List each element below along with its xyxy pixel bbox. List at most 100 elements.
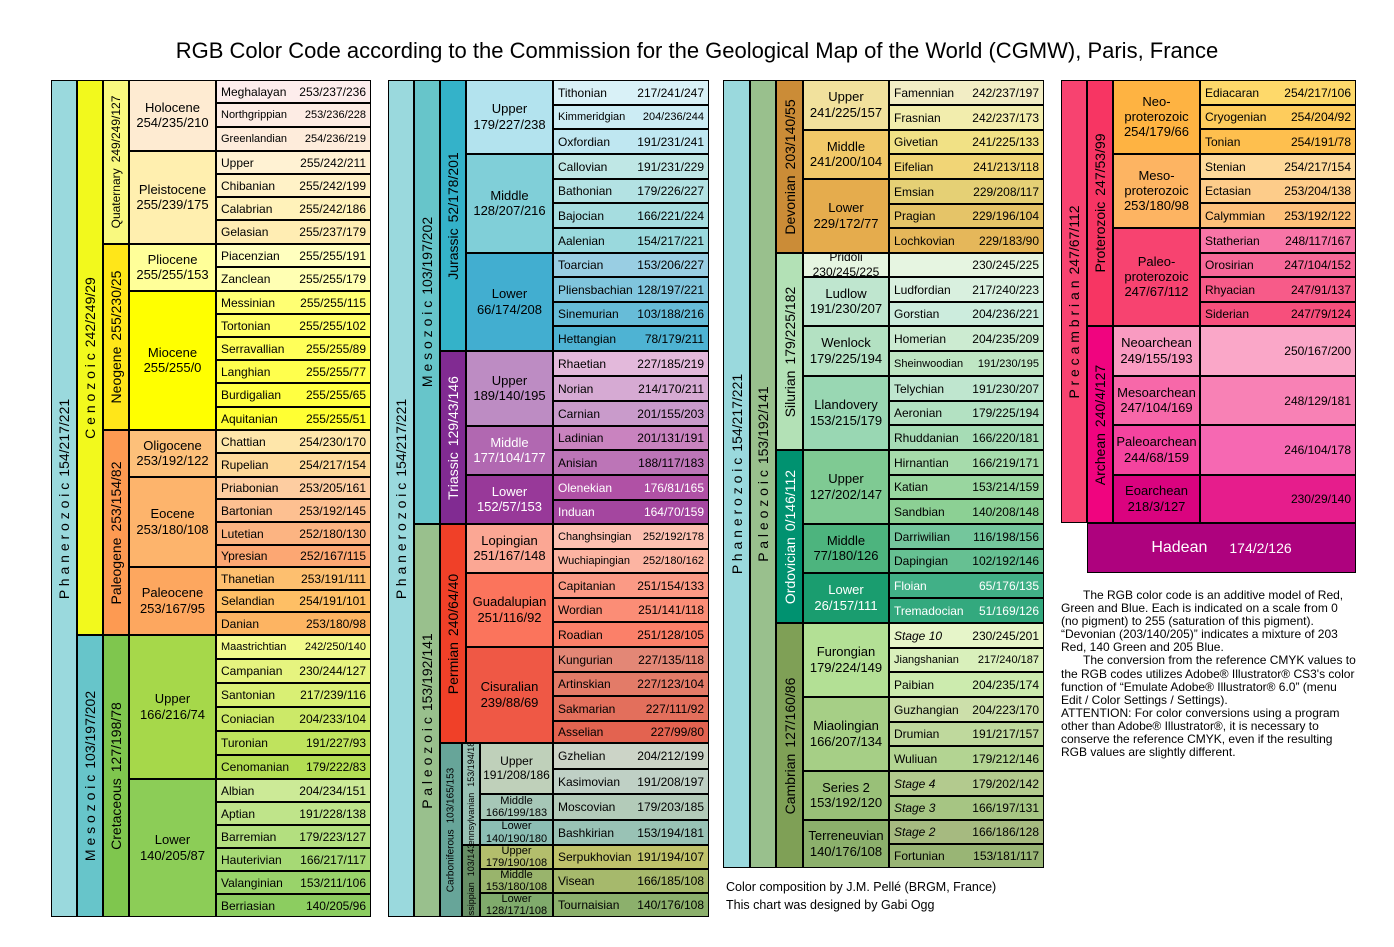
unit-llandovery-122: Llandovery 153/215/179 bbox=[803, 376, 889, 450]
unit-name: Upper bbox=[501, 845, 532, 857]
unit-terreneuvian-129: Terreneuvian 140/176/108 bbox=[803, 820, 889, 868]
unit-ypresian-36: Ypresian 252/167/115 bbox=[216, 545, 371, 567]
rgb-value: 140/205/96 bbox=[305, 898, 366, 913]
unit-middle-124: Middle 77/180/126 bbox=[803, 524, 889, 573]
unit-mesoarchean-169: Mesoarchean 247/104/169 bbox=[1113, 376, 1200, 425]
rgb-value: 51/169/126 bbox=[978, 603, 1039, 618]
unit-name: Paleocene bbox=[141, 585, 204, 601]
unit-name: Upper bbox=[500, 753, 533, 768]
rgb-value: 153/181/117 bbox=[973, 849, 1039, 863]
rgb-value: 153/194/181 bbox=[466, 743, 476, 787]
rgb-value: 247/67/112 bbox=[1124, 283, 1189, 299]
rgb-value: 249/249/127 bbox=[109, 95, 123, 163]
unit-name: P h a n e r o z o i c bbox=[393, 482, 409, 599]
unit-ectasian-176: Ectasian 253/204/138 bbox=[1200, 179, 1356, 203]
unit-name: C e n o z o i c bbox=[82, 352, 98, 439]
unit-aquitanian-30: Aquitanian 255/255/51 bbox=[216, 407, 371, 430]
unit-name: Gelasian bbox=[221, 225, 269, 239]
unit-lochkovian-136: Lochkovian 229/183/90 bbox=[889, 228, 1044, 253]
unit-name: Danian bbox=[221, 616, 260, 631]
unit-rhaetian-87: Rhaetian 227/185/219 bbox=[553, 351, 709, 376]
rgb-value: 127/160/86 bbox=[781, 677, 798, 748]
unit-name: Miocene bbox=[147, 344, 198, 360]
unit-frasnian-131: Frasnian 242/237/173 bbox=[889, 105, 1044, 130]
unit-name: Lutetian bbox=[221, 526, 264, 541]
unit-oxfordian-78: Oxfordian 191/231/241 bbox=[553, 129, 709, 154]
unit-name: Zanclean bbox=[221, 272, 271, 286]
rgb-value: 103/197/202 bbox=[82, 690, 98, 769]
rgb-value: 253/191/111 bbox=[301, 571, 366, 586]
unit-name: Stage 4 bbox=[894, 776, 936, 791]
unit-name: Drumian bbox=[894, 727, 940, 741]
unit-name: Middle bbox=[826, 138, 866, 154]
unit-p-a-l-e-o-z-o-i-c-111: P a l e o z o i c 153/192/141 bbox=[750, 80, 776, 868]
rgb-value: 227/123/104 bbox=[637, 677, 704, 691]
rgb-value: 179/225/182 bbox=[781, 286, 798, 365]
unit-katian-146: Katian 153/214/159 bbox=[889, 475, 1044, 499]
unit-name: Campanian bbox=[221, 664, 283, 678]
unit-name: Sheinwoodian bbox=[894, 357, 964, 370]
unit-name: Llandovery bbox=[814, 397, 878, 413]
unit-series-2-128: Series 2 153/192/120 bbox=[803, 771, 889, 820]
rgb-value: 153/215/179 bbox=[809, 412, 883, 428]
unit-name: Rupelian bbox=[221, 458, 269, 472]
rgb-value: 177/104/177 bbox=[473, 450, 546, 466]
rgb-value: 251/141/118 bbox=[638, 603, 704, 617]
rgb-value: 201/155/203 bbox=[637, 406, 704, 421]
rgb-value: 244/68/159 bbox=[1123, 449, 1190, 465]
unit-ladinian-90: Ladinian 201/131/191 bbox=[553, 426, 709, 450]
unit-name: Paleogene bbox=[108, 537, 124, 605]
rgb-value: 251/154/133 bbox=[637, 578, 704, 593]
unit-name: Famennian bbox=[894, 85, 955, 100]
unit-turonian-44: Turonian 191/227/93 bbox=[216, 731, 371, 755]
unit-pleistocene-8: Pleistocene 255/239/175 bbox=[129, 151, 216, 244]
unit-name: Carnian bbox=[558, 406, 601, 421]
unit-name: Devonian bbox=[781, 174, 798, 235]
unit-name: Piacenzian bbox=[221, 248, 280, 263]
unit-name: Paibian bbox=[894, 677, 935, 692]
rgb-value: 241/225/157 bbox=[809, 104, 883, 120]
rgb-value: 242/249/29 bbox=[82, 276, 98, 347]
rgb-value: 253/180/98 bbox=[1123, 197, 1190, 213]
unit-name: Asselian bbox=[558, 725, 604, 739]
unit-name: Terreneuvian bbox=[808, 828, 884, 844]
unit-toarcian-83: Toarcian 153/206/227 bbox=[553, 253, 709, 277]
unit-name: Upper bbox=[154, 691, 191, 707]
rgb-value: 247/67/112 bbox=[1066, 204, 1082, 275]
rgb-value: 66/174/208 bbox=[476, 301, 543, 317]
unit-stage-10-152: Stage 10 230/245/201 bbox=[889, 623, 1044, 648]
unit-name: Norian bbox=[558, 381, 594, 396]
unit-name: Serravallian bbox=[221, 341, 285, 356]
rgb-value: 166/221/224 bbox=[637, 208, 704, 223]
unit-name: Aptian bbox=[221, 806, 256, 821]
rgb-value: 242/237/173 bbox=[972, 110, 1039, 125]
unit-name: P a l e o z o i c bbox=[755, 470, 771, 562]
rgb-value: 191/227/93 bbox=[305, 736, 366, 750]
unit-cenomanian-45: Cenomanian 179/222/83 bbox=[216, 755, 371, 779]
rgb-value: 140/176/108 bbox=[809, 843, 883, 859]
unit-name: Meghalayan bbox=[221, 84, 287, 99]
unit-name: Floian bbox=[894, 578, 927, 593]
rgb-value: 241/200/104 bbox=[809, 154, 883, 170]
unit-name: Kungurian bbox=[558, 652, 613, 667]
unit-valanginian-50: Valanginian 153/211/106 bbox=[216, 871, 371, 894]
unit-guadalupian-68: Guadalupian 251/116/92 bbox=[466, 573, 553, 647]
rgb-value: 251/167/148 bbox=[473, 548, 546, 564]
rgb-value: 253/180/98 bbox=[305, 616, 366, 631]
rgb-value: 166/207/134 bbox=[809, 733, 883, 749]
unit-guzhangian-155: Guzhangian 204/223/170 bbox=[889, 697, 1044, 722]
unit-kimmeridgian-77: Kimmeridgian 204/236/244 bbox=[553, 105, 709, 129]
rgb-value: 241/225/133 bbox=[972, 135, 1039, 149]
unit-hadean-186: Hadean 174/2/126 bbox=[1087, 523, 1356, 573]
unit-cambrian-115: Cambrian 127/160/86 bbox=[776, 623, 803, 868]
color-code-notes: The RGB color code is an additive model … bbox=[1061, 588, 1357, 759]
rgb-value: 166/219/171 bbox=[972, 455, 1039, 470]
unit-neo-proterozoic-165: Neo- proterozoic 254/179/66 bbox=[1113, 80, 1200, 154]
unit-carboniferous-58: Carboniferous 103/165/153 bbox=[440, 743, 462, 917]
unit-p-h-a-n-e-r-o-z-o-i-c-0: P h a n e r o z o i c 154/217/221 bbox=[51, 80, 77, 917]
unit-bajocian-81: Bajocian 166/221/224 bbox=[553, 203, 709, 228]
rgb-value: 103/188/216 bbox=[637, 307, 704, 321]
unit-chattian-31: Chattian 254/230/170 bbox=[216, 430, 371, 453]
rgb-value: 191/208/197 bbox=[637, 774, 704, 789]
unit-rupelian-32: Rupelian 254/217/154 bbox=[216, 453, 371, 477]
